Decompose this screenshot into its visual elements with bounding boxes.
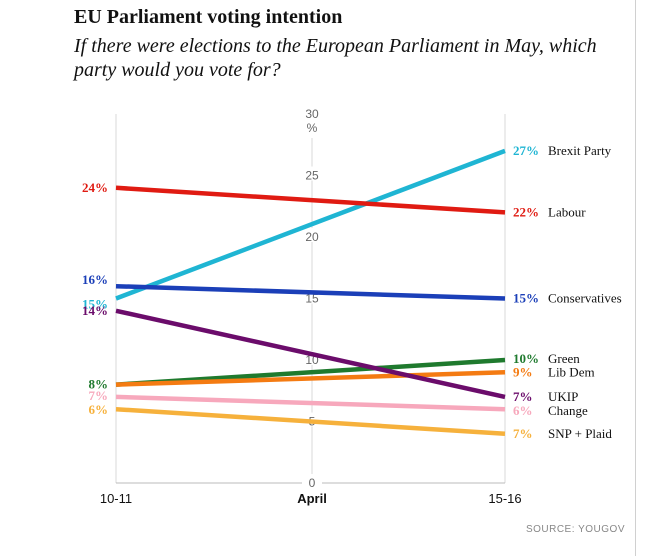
chart-title: EU Parliament voting intention — [74, 6, 343, 28]
end-value-label-ukip: 7% — [513, 389, 533, 404]
y-tick-label: 0 — [309, 476, 316, 490]
legend-label-brexit-party: Brexit Party — [548, 143, 612, 158]
end-value-label-conservatives: 15% — [513, 291, 539, 306]
start-value-label-ukip: 14% — [82, 303, 108, 318]
y-tick-label-bg — [302, 105, 322, 119]
y-tick-label-bg — [302, 474, 322, 488]
series-line-ukip — [115, 308, 506, 400]
series-line-conservatives — [115, 283, 506, 301]
end-value-label-green: 10% — [513, 351, 539, 366]
y-tick-label-bg — [302, 166, 322, 181]
series-line-brexit-party — [115, 148, 506, 301]
start-value-label-snp-plaid: 6% — [89, 402, 109, 417]
chart-subtitle: If there were elections to the European … — [74, 35, 597, 81]
series-line-change — [115, 394, 506, 412]
start-value-label-conservatives: 16% — [82, 272, 108, 287]
start-value-label-brexit-party: 15% — [82, 297, 108, 312]
end-value-label-snp-plaid: 7% — [513, 426, 533, 441]
series-line-lib-dem — [115, 370, 506, 387]
start-value-label-change: 7% — [89, 388, 109, 403]
y-tick-label: 25 — [305, 169, 319, 183]
legend-label-ukip: UKIP — [548, 389, 578, 404]
end-value-label-change: 6% — [513, 403, 533, 418]
y-tick-label: 30 — [305, 107, 319, 121]
y-tick-label: 20 — [305, 230, 319, 244]
start-value-label-labour: 24% — [82, 180, 108, 195]
series-line-snp-plaid — [115, 406, 506, 437]
legend-label-conservatives: Conservatives — [548, 291, 622, 306]
legend-label-lib-dem: Lib Dem — [548, 364, 595, 379]
x-tick-label: 10-11 — [100, 491, 132, 506]
legend-label-labour: Labour — [548, 204, 586, 219]
right-border-rule — [635, 0, 636, 556]
x-tick-label: 15-16 — [488, 491, 521, 506]
end-value-label-brexit-party: 27% — [513, 143, 539, 158]
y-tick-label: 15 — [305, 292, 319, 306]
series-line-labour — [115, 185, 506, 215]
legend-label-change: Change — [548, 403, 588, 418]
legend-label-snp-plaid: SNP + Plaid — [548, 426, 612, 441]
end-value-label-lib-dem: 9% — [513, 364, 533, 379]
x-tick-label: April — [297, 491, 327, 506]
y-tick-label-bg — [302, 228, 322, 242]
end-value-label-labour: 22% — [513, 204, 539, 219]
source-note: SOURCE: YOUGOV — [526, 524, 625, 535]
start-value-label-green: 8% — [89, 377, 109, 392]
legend-label-green: Green — [548, 351, 580, 366]
y-axis-unit-label: % — [307, 121, 318, 135]
